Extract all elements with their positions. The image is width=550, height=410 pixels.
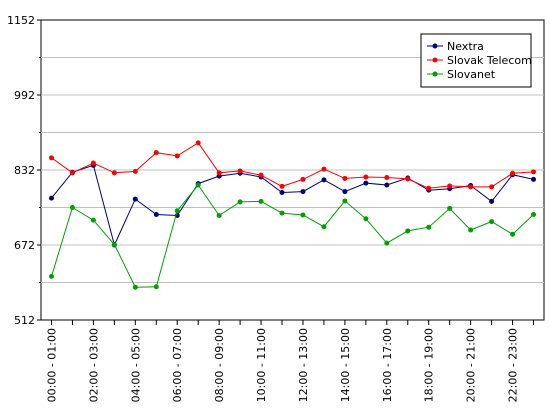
data-point	[258, 198, 264, 204]
series-line-0	[51, 164, 534, 247]
data-point	[195, 140, 201, 146]
gridlines	[41, 57, 544, 283]
data-point	[447, 183, 453, 189]
data-point	[153, 284, 159, 290]
series-layer	[48, 140, 537, 290]
data-point	[363, 180, 369, 186]
x-tick-label: 02:00 - 03:00	[87, 328, 100, 402]
data-point	[132, 168, 138, 174]
data-point	[90, 160, 96, 166]
data-point	[216, 170, 222, 176]
data-point	[48, 195, 54, 201]
data-point	[279, 210, 285, 216]
data-point	[48, 155, 54, 161]
data-point	[405, 176, 411, 182]
data-point	[363, 174, 369, 180]
data-point	[279, 190, 285, 195]
data-point	[216, 212, 222, 218]
data-point	[426, 185, 432, 191]
data-point	[531, 169, 537, 175]
x-tick-label: 04:00 - 05:00	[129, 328, 142, 402]
x-tick-label: 10:00 - 11:00	[255, 328, 268, 402]
data-point	[468, 227, 474, 233]
data-point	[90, 217, 96, 223]
data-point	[69, 170, 75, 176]
x-tick-label: 06:00 - 07:00	[171, 328, 184, 402]
x-tick-label: 22:00 - 23:00	[507, 328, 520, 402]
data-point	[531, 176, 537, 182]
legend-swatch-marker	[432, 71, 438, 77]
data-point	[510, 231, 516, 237]
data-point	[321, 166, 327, 172]
data-point	[363, 216, 369, 222]
data-point	[48, 273, 54, 279]
data-point	[153, 212, 159, 218]
data-point	[405, 228, 411, 234]
y-tick-label: 672	[14, 239, 35, 252]
legend-swatch-marker	[432, 43, 438, 49]
x-tick-label: 18:00 - 19:00	[423, 328, 436, 402]
x-tick-label: 08:00 - 09:00	[213, 328, 226, 402]
data-point	[237, 199, 243, 205]
x-tick-label: 20:00 - 21:00	[465, 328, 478, 402]
data-point	[69, 205, 75, 210]
data-point	[111, 242, 117, 248]
data-point	[531, 212, 537, 218]
data-point	[342, 189, 348, 195]
y-tick-label: 992	[14, 89, 35, 102]
legend-label: Slovanet	[447, 68, 496, 81]
data-point	[300, 176, 306, 182]
data-point	[321, 177, 327, 183]
series-line-2	[51, 184, 534, 288]
data-point	[447, 205, 453, 211]
legend-label: Slovak Telecom	[447, 54, 532, 67]
data-point	[195, 182, 201, 188]
series-line-1	[51, 142, 534, 189]
data-point	[384, 182, 390, 188]
data-point	[174, 208, 180, 214]
y-tick-label: 832	[14, 164, 35, 177]
y-tick-label: 1152	[7, 14, 35, 27]
data-point	[111, 170, 117, 176]
data-point	[279, 183, 285, 189]
x-tick-label: 12:00 - 13:00	[297, 328, 310, 402]
legend-label: Nextra	[447, 40, 484, 53]
x-tick-label: 16:00 - 17:00	[381, 328, 394, 402]
data-point	[153, 150, 159, 156]
data-point	[489, 198, 495, 204]
data-point	[300, 212, 306, 218]
data-point	[468, 184, 474, 190]
x-tick-label: 00:00 - 01:00	[45, 328, 58, 402]
data-point	[384, 175, 390, 180]
legend-swatch-marker	[432, 57, 438, 63]
data-point	[258, 172, 264, 178]
data-point	[426, 224, 432, 230]
data-point	[132, 196, 138, 202]
data-point	[489, 219, 495, 225]
x-tick-label: 14:00 - 15:00	[339, 328, 352, 402]
data-point	[174, 153, 180, 159]
data-point	[489, 184, 495, 190]
data-point	[132, 284, 138, 290]
data-point	[342, 175, 348, 181]
data-point	[342, 198, 348, 204]
data-point	[321, 224, 327, 230]
x-axis: 00:00 - 01:00 02:00 - 03:00 04:00 - 05:00 0…	[45, 320, 535, 402]
data-point	[510, 170, 516, 176]
data-point	[237, 168, 243, 174]
y-tick-label: 512	[14, 314, 35, 327]
data-point	[300, 189, 306, 195]
y-axis: 1152 992 832 672 512	[7, 14, 41, 327]
data-point	[384, 240, 390, 246]
